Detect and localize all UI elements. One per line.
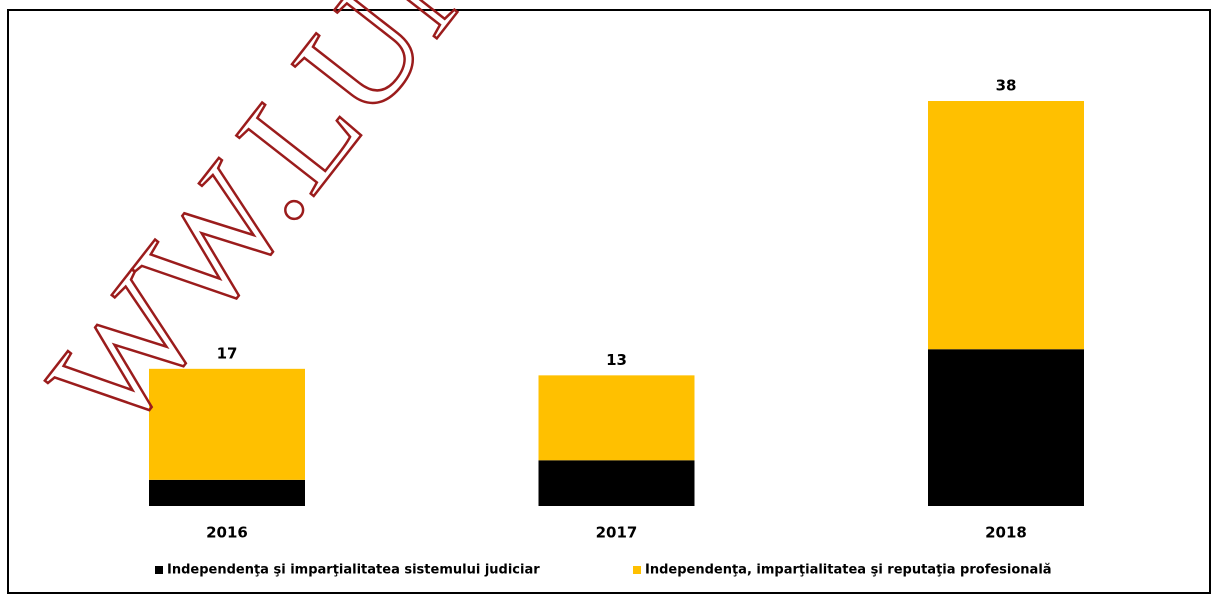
- legend-label: Independenţa, imparţialitatea şi reputaţ…: [645, 563, 1052, 578]
- data-label: 38: [996, 77, 1017, 95]
- x-tick-label: 2018: [985, 524, 1027, 542]
- legend-swatch: [633, 566, 641, 574]
- data-label: 17: [217, 344, 238, 362]
- bar-segment: [149, 479, 305, 506]
- bar-segment: [538, 375, 695, 461]
- bar-segment: [538, 460, 695, 506]
- x-tick-label: 2017: [596, 524, 638, 542]
- legend-label: Independenţa şi imparţialitatea sistemul…: [167, 563, 540, 578]
- bar-segment: [149, 368, 305, 480]
- legend-swatch: [155, 566, 163, 574]
- x-tick-label: 2016: [206, 524, 248, 542]
- bar-segment: [928, 101, 1084, 350]
- data-label: 13: [606, 351, 627, 369]
- bar-segment: [928, 349, 1084, 506]
